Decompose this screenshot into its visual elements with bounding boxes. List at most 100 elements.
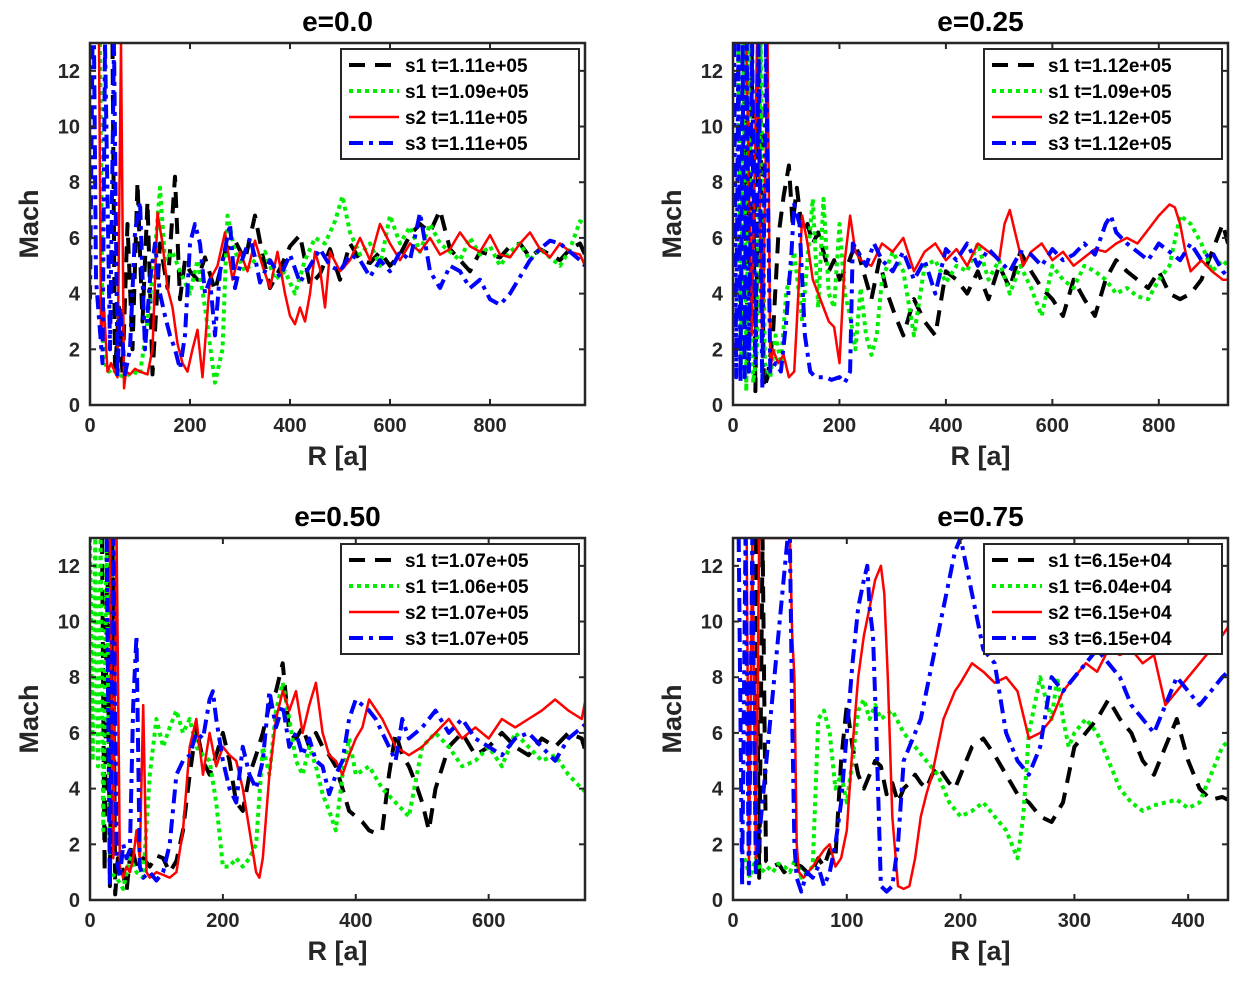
x-tick-label: 300 xyxy=(1058,910,1091,932)
legend-entry: s1 t=1.11e+05 xyxy=(405,56,528,77)
legend-entry: s3 t=1.11e+05 xyxy=(405,134,528,155)
x-tick-label: 400 xyxy=(273,415,306,437)
chart-title: e=0.25 xyxy=(937,6,1023,37)
series-line-4 xyxy=(104,538,585,889)
series-line-2 xyxy=(98,43,585,385)
y-tick-label: 12 xyxy=(701,556,723,578)
legend-entry: s3 t=6.15e+04 xyxy=(1048,629,1172,650)
x-axis-label: R [a] xyxy=(308,441,368,471)
legend-entry: s2 t=1.07e+05 xyxy=(405,603,529,624)
x-tick-label: 0 xyxy=(84,910,95,932)
legend-entry: s3 t=1.12e+05 xyxy=(1048,134,1172,155)
legend-entry: s2 t=1.11e+05 xyxy=(405,108,528,129)
x-tick-label: 400 xyxy=(1171,910,1204,932)
y-tick-label: 10 xyxy=(58,117,80,139)
x-tick-label: 400 xyxy=(929,415,962,437)
axes-frame xyxy=(88,41,587,407)
series-line-1 xyxy=(741,43,1228,394)
y-tick-label: 4 xyxy=(712,284,724,306)
legend-entry: s1 t=1.12e+05 xyxy=(1048,56,1172,77)
x-tick-label: 0 xyxy=(84,415,95,437)
series-line-2 xyxy=(736,43,1228,394)
x-tick-label: 800 xyxy=(473,415,506,437)
legend-entry: s2 t=6.15e+04 xyxy=(1048,603,1172,624)
x-tick-label: 200 xyxy=(173,415,206,437)
chart-title: e=0.75 xyxy=(937,501,1023,532)
y-tick-label: 0 xyxy=(69,890,80,912)
y-tick-label: 8 xyxy=(712,172,723,194)
legend: s1 t=1.07e+05 s1 t=1.06e+05 s2 t=1.07e+05 s… xyxy=(340,543,580,655)
y-tick-label: 0 xyxy=(712,395,723,417)
legend-entry: s1 t=6.15e+04 xyxy=(1048,551,1172,572)
y-tick-label: 12 xyxy=(58,61,80,83)
y-tick-label: 6 xyxy=(69,723,80,745)
legend-box xyxy=(983,543,1223,655)
y-axis-label: Mach xyxy=(14,189,44,258)
chart-panel: 0 100 200 300 400 0 2 4 6 8 10 12 e=0.75 R [a] Mach s1 … xyxy=(657,501,1230,966)
y-tick-label: 4 xyxy=(69,284,81,306)
chart-title: e=0.50 xyxy=(294,501,380,532)
y-tick-label: 2 xyxy=(69,834,80,856)
x-tick-label: 0 xyxy=(727,910,738,932)
x-axis-label: R [a] xyxy=(308,936,368,966)
y-tick-label: 2 xyxy=(712,339,723,361)
y-tick-label: 12 xyxy=(701,61,723,83)
y-tick-label: 10 xyxy=(701,117,723,139)
axes-frame xyxy=(731,536,1230,902)
y-tick-label: 2 xyxy=(69,339,80,361)
x-tick-label: 200 xyxy=(206,910,239,932)
y-tick-label: 4 xyxy=(69,779,81,801)
legend-entry: s3 t=1.07e+05 xyxy=(405,629,529,650)
legend-box xyxy=(340,543,580,655)
legend: s1 t=1.11e+05 s1 t=1.09e+05 s2 t=1.11e+05 s… xyxy=(340,48,580,160)
chart-panel: 0 200 400 600 800 0 2 4 6 8 10 12 e=0.25 R [a] Mach s1 … xyxy=(657,6,1230,471)
y-tick-label: 0 xyxy=(712,890,723,912)
y-tick-label: 8 xyxy=(712,667,723,689)
y-tick-label: 0 xyxy=(69,395,80,417)
series-line-4 xyxy=(733,43,1228,391)
y-tick-label: 6 xyxy=(712,228,723,250)
y-tick-label: 12 xyxy=(58,556,80,578)
legend-box xyxy=(983,48,1223,160)
axes-frame xyxy=(88,536,587,902)
legend-entry: s2 t=1.12e+05 xyxy=(1048,108,1172,129)
y-axis-label: Mach xyxy=(657,189,687,258)
x-tick-label: 600 xyxy=(373,415,406,437)
x-tick-label: 100 xyxy=(830,910,863,932)
x-axis-label: R [a] xyxy=(951,441,1011,471)
y-tick-label: 6 xyxy=(712,723,723,745)
series-line-3 xyxy=(745,43,1228,379)
series-line-3 xyxy=(108,538,585,879)
legend-entry: s1 t=1.09e+05 xyxy=(1048,82,1172,103)
x-tick-label: 400 xyxy=(339,910,372,932)
chart-panel: 0 200 400 600 800 0 2 4 6 8 10 12 e=0.0 R [a] Mach s1 t… xyxy=(14,6,587,471)
legend: s1 t=1.12e+05 s1 t=1.09e+05 s2 t=1.12e+05 s… xyxy=(983,48,1223,160)
series-line-1 xyxy=(753,538,1228,880)
legend: s1 t=6.15e+04 s1 t=6.04e+04 s2 t=6.15e+04 s… xyxy=(983,543,1223,655)
y-tick-label: 2 xyxy=(712,834,723,856)
legend-entry: s1 t=1.07e+05 xyxy=(405,551,529,572)
x-tick-label: 600 xyxy=(1036,415,1069,437)
y-tick-label: 10 xyxy=(701,612,723,634)
x-tick-label: 200 xyxy=(823,415,856,437)
y-axis-label: Mach xyxy=(657,684,687,753)
axes-frame xyxy=(731,41,1230,407)
series-line-3 xyxy=(97,43,585,390)
y-tick-label: 8 xyxy=(69,172,80,194)
x-tick-label: 800 xyxy=(1142,415,1175,437)
chart-panel: 0 200 400 600 0 2 4 6 8 10 12 e=0.50 R [a] Mach s1 t=1… xyxy=(14,501,587,966)
y-tick-label: 6 xyxy=(69,228,80,250)
series-line-4 xyxy=(90,43,585,380)
chart-title: e=0.0 xyxy=(302,6,373,37)
legend-entry: s1 t=6.04e+04 xyxy=(1048,577,1172,598)
x-tick-label: 0 xyxy=(727,415,738,437)
x-tick-label: 200 xyxy=(944,910,977,932)
x-tick-label: 600 xyxy=(472,910,505,932)
legend-box xyxy=(340,48,580,160)
y-tick-label: 8 xyxy=(69,667,80,689)
legend-entry: s1 t=1.06e+05 xyxy=(405,577,529,598)
series-line-4 xyxy=(736,538,1228,894)
legend-entry: s1 t=1.09e+05 xyxy=(405,82,529,103)
x-axis-label: R [a] xyxy=(951,936,1011,966)
